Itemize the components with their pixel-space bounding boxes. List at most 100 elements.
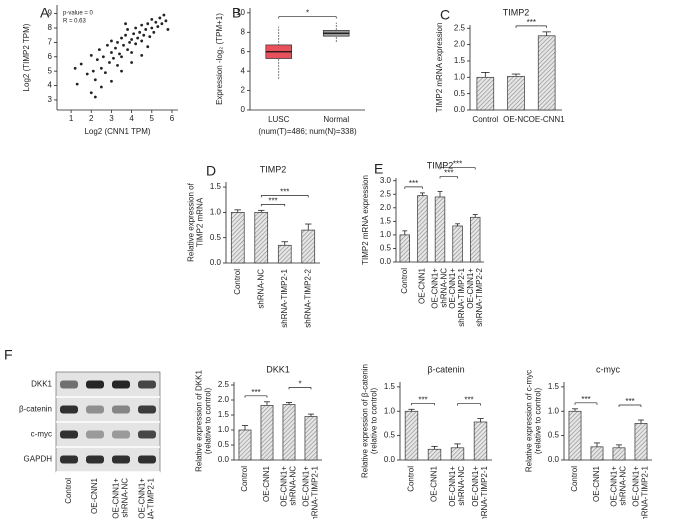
point: [144, 28, 148, 31]
blot-band: [60, 430, 78, 439]
y-tick-label: 1.0: [384, 406, 396, 415]
y-axis-label: Relative expression of: [187, 182, 196, 261]
point: [75, 82, 79, 86]
y-tick-label: 0.0: [380, 257, 392, 266]
y-tick-label: 6: [48, 52, 53, 61]
point: [124, 33, 127, 37]
point: [166, 28, 170, 31]
significance: ***: [444, 169, 453, 178]
bar: [404, 410, 419, 461]
point: [138, 30, 142, 34]
point: [106, 43, 109, 47]
y-axis-label: (relative to control): [534, 388, 543, 455]
blot-band: [138, 380, 156, 389]
blot-band: [60, 405, 78, 414]
x-tick-label: Control: [400, 268, 409, 294]
point: [124, 22, 127, 26]
bar: [417, 195, 428, 263]
point: [134, 42, 138, 46]
bar: [434, 196, 446, 263]
y-tick-label: 0.5: [210, 233, 222, 242]
x-tick-label: shRNA-TIMP2-1: [147, 477, 156, 519]
y-tick-label: 3: [48, 95, 53, 104]
x-tick-label: OE-CNN1+: [448, 268, 457, 309]
x-tick-label: OE-CNN1: [90, 477, 99, 514]
significance: ***: [409, 179, 418, 188]
bar: [612, 447, 626, 461]
significance: ***: [268, 196, 277, 205]
x-tick-label: OE-CNN1+: [448, 466, 457, 507]
x-tick-label: shRNA-TIMP2-2: [303, 268, 312, 327]
y-tick-label: 1.0: [454, 72, 466, 81]
y-tick-label: 6: [241, 47, 246, 56]
bar: [507, 75, 525, 111]
y-tick-label: 1.0: [548, 406, 560, 415]
point: [85, 72, 89, 76]
x-tick-label: OE-CNN1+: [280, 466, 289, 507]
point: [73, 66, 77, 70]
y-tick-label: 1.5: [380, 216, 392, 225]
point: [110, 51, 113, 54]
bar: [254, 212, 269, 264]
bar: [301, 229, 316, 264]
point: [130, 51, 134, 54]
point: [152, 30, 156, 34]
point: [134, 26, 138, 30]
bar: [568, 410, 582, 461]
bar: [634, 423, 648, 461]
x-tick-label: OE-CNN1+: [138, 478, 147, 519]
bar: [537, 35, 556, 111]
y-tick-label: 1.0: [210, 207, 222, 216]
x-tick-label: Control: [240, 466, 249, 492]
blot-band: [112, 455, 130, 464]
chart-title: TIMP2: [427, 160, 454, 170]
point: [116, 64, 119, 67]
blot-row-label: β-catenin: [19, 405, 52, 414]
y-axis-label: (relative to control): [370, 388, 379, 455]
point: [136, 36, 140, 40]
x-tick-label: Control: [233, 269, 242, 295]
x-tick-label: Control: [64, 478, 73, 504]
point: [154, 20, 158, 24]
y-tick-label: 0.0: [218, 455, 230, 464]
point: [128, 40, 132, 44]
x-tick-label: OE-CNN1: [430, 465, 439, 502]
annotation: R = 0.63: [63, 19, 87, 25]
point: [126, 48, 129, 51]
y-axis-label: (relative to control): [204, 388, 213, 455]
x-tick-label: Control: [472, 115, 498, 124]
point: [99, 66, 103, 70]
point: [110, 79, 113, 83]
blot-band: [138, 430, 156, 439]
point: [89, 53, 93, 57]
bar: [277, 244, 292, 264]
y-tick-label: 9: [48, 9, 53, 18]
y-tick-label: 5: [48, 66, 53, 75]
chart-title: DKK1: [266, 364, 290, 374]
point: [97, 48, 101, 51]
blot-band: [60, 455, 78, 464]
point: [140, 23, 144, 27]
y-tick-label: 1.5: [454, 56, 466, 65]
y-tick-label: 0.5: [384, 431, 396, 440]
point: [89, 91, 93, 95]
point: [93, 78, 97, 82]
blot-band: [86, 430, 104, 439]
significance: ***: [251, 388, 260, 397]
y-tick-label: 8: [48, 23, 53, 32]
y-tick-label: 4: [241, 66, 246, 75]
x-tick-label: OE-NC: [503, 115, 529, 124]
y-tick-label: 2.0: [454, 40, 466, 49]
point: [140, 39, 144, 43]
x-tick-label: 6: [170, 114, 175, 123]
x-tick-label: OE-CNN1+: [466, 268, 475, 309]
x-tick-label: shRNA-TIMP2-1: [480, 465, 489, 519]
point: [160, 22, 164, 26]
point: [142, 33, 146, 37]
x-tick-label: OE-CNN1: [592, 465, 601, 502]
x-tick-label: 3: [109, 114, 114, 123]
point: [118, 52, 121, 56]
point: [150, 17, 154, 21]
blot-band: [112, 430, 130, 439]
point: [120, 55, 123, 59]
